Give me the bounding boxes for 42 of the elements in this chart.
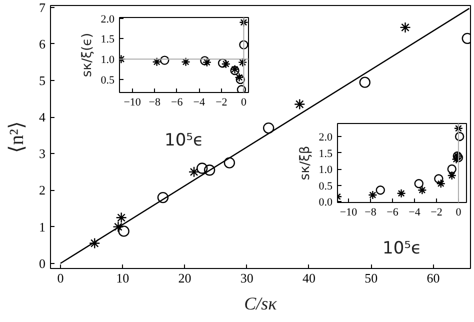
y-tick-label: 2.0 xyxy=(318,132,333,144)
y-axis-title: sκ/ξ(ϵ) xyxy=(80,32,95,78)
x-tick-label: 0 xyxy=(456,206,462,218)
y-tick-label: 0.0 xyxy=(318,196,333,209)
x-tick-label: −8 xyxy=(364,206,377,218)
y-tick-label: 1.0 xyxy=(318,164,333,176)
x-tick-label: 0 xyxy=(57,270,64,286)
y-tick-label: 1.5 xyxy=(100,34,115,46)
x-tick-label: −6 xyxy=(386,206,399,218)
y-tick-label: 4 xyxy=(39,110,46,125)
x-tick-label: −10 xyxy=(340,206,358,218)
y-tick-label: 1.5 xyxy=(318,148,333,160)
x-tick-label: −2 xyxy=(216,96,228,108)
x-tick-label: 40 xyxy=(302,270,316,286)
x-tick-label: 10 xyxy=(116,270,130,286)
x-tick-label: 20 xyxy=(178,270,192,286)
y-axis-title: ⟨n²⟩ xyxy=(6,121,28,153)
x-tick-label: 30 xyxy=(240,270,254,286)
x-tick-label: −2 xyxy=(430,206,442,218)
x-tick-label: 60 xyxy=(426,270,440,286)
x-tick-label: 0 xyxy=(240,96,247,108)
y-tick-label: 0.5 xyxy=(100,74,115,86)
x-tick-label: 50 xyxy=(364,270,378,286)
y-tick-label: 6 xyxy=(39,36,46,52)
x-tick-label: −4 xyxy=(193,96,206,108)
y-tick-label: 1 xyxy=(39,219,46,234)
y-tick-label: 1.0 xyxy=(100,54,115,66)
x-axis-title: 10⁵ϵ xyxy=(164,130,204,150)
x-axis-title: C/sκ xyxy=(244,294,278,314)
x-axis-title: 10⁵ϵ xyxy=(382,238,422,258)
y-tick-label: 0.5 xyxy=(318,180,333,192)
y-tick-label: 5 xyxy=(39,72,46,88)
y-tick-label: 3 xyxy=(39,146,46,162)
y-tick-label: 2.0 xyxy=(100,13,115,26)
y-axis-title: sκ/ξβ xyxy=(298,146,313,180)
y-tick-label: 0 xyxy=(39,256,46,271)
x-tick-label: −8 xyxy=(148,96,161,108)
y-tick-label: 2 xyxy=(39,182,46,198)
x-tick-label: −6 xyxy=(171,96,184,108)
x-tick-label: −10 xyxy=(124,96,142,108)
y-tick-label: 7 xyxy=(39,0,46,15)
x-tick-label: −4 xyxy=(408,206,421,218)
